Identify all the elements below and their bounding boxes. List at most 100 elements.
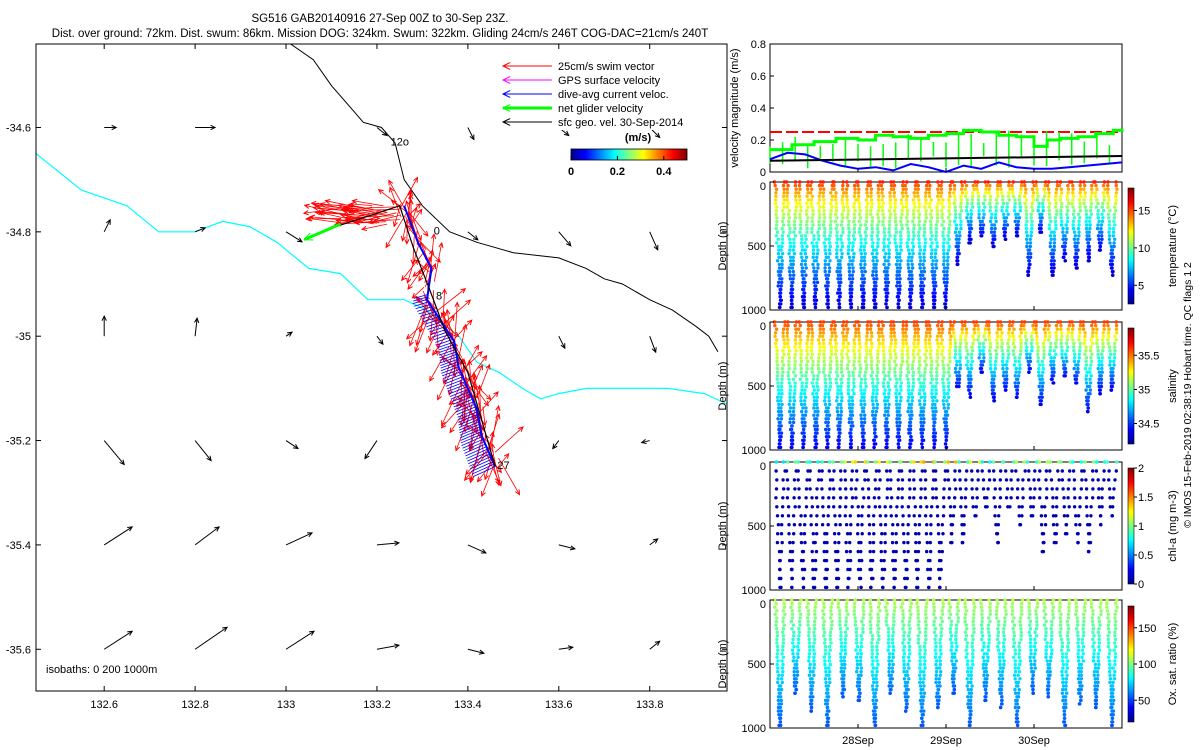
swim-vector-head bbox=[442, 378, 448, 385]
profile-point bbox=[890, 532, 895, 536]
profile-point bbox=[805, 244, 809, 249]
profile-point bbox=[805, 363, 809, 367]
profile-point bbox=[900, 505, 904, 509]
profile-point bbox=[792, 402, 796, 407]
profile-point bbox=[814, 496, 819, 500]
profile-point bbox=[1070, 320, 1074, 324]
profile-point bbox=[1028, 255, 1033, 259]
profile-point bbox=[790, 601, 794, 606]
profile-point bbox=[1059, 341, 1063, 346]
profile-point bbox=[1039, 230, 1044, 234]
profile-point bbox=[838, 273, 843, 277]
profile-point bbox=[1076, 212, 1081, 216]
profile-point bbox=[876, 216, 880, 220]
profile-point bbox=[1040, 377, 1045, 381]
profile-point bbox=[897, 305, 901, 310]
profile-point bbox=[929, 366, 934, 371]
profile-point bbox=[779, 248, 783, 252]
profile-point bbox=[822, 612, 826, 616]
profile-point bbox=[791, 277, 795, 281]
profile-point bbox=[877, 187, 881, 191]
surface-arrow-head bbox=[127, 526, 134, 532]
profile-point bbox=[920, 445, 925, 450]
profile-point bbox=[781, 230, 785, 234]
profile-point bbox=[862, 395, 866, 399]
profile-point bbox=[806, 180, 810, 184]
profile-point bbox=[1110, 377, 1115, 381]
profile-point bbox=[774, 205, 779, 209]
profile-point bbox=[906, 388, 911, 392]
profile-point bbox=[975, 487, 979, 491]
profile-point bbox=[877, 320, 881, 324]
profile-point bbox=[1000, 345, 1004, 349]
profile-point bbox=[810, 338, 814, 342]
profile-point bbox=[887, 255, 891, 259]
profile-point bbox=[786, 320, 790, 324]
profile-point bbox=[968, 370, 972, 374]
profile-point bbox=[1096, 345, 1100, 349]
profile-point bbox=[1052, 356, 1057, 360]
profile-point bbox=[875, 234, 879, 238]
profile-point bbox=[913, 338, 917, 342]
profile-point bbox=[782, 205, 786, 209]
profile-point bbox=[879, 183, 884, 188]
profile-point bbox=[1054, 496, 1059, 500]
profile-point bbox=[874, 302, 878, 306]
profile-point bbox=[997, 514, 1001, 518]
profile-point bbox=[803, 395, 808, 399]
profile-point bbox=[887, 223, 892, 227]
dive-avg-current-vector bbox=[459, 426, 481, 436]
swim-vector bbox=[496, 453, 509, 470]
profile-point bbox=[822, 627, 826, 631]
profile-point bbox=[1076, 237, 1080, 241]
profile-point bbox=[929, 370, 933, 374]
profile-point bbox=[777, 305, 782, 310]
profile-point bbox=[1065, 205, 1069, 209]
swim-vector-head bbox=[335, 218, 342, 224]
profile-point bbox=[929, 198, 933, 202]
profile-point bbox=[908, 469, 912, 473]
profile-point bbox=[921, 427, 925, 432]
swim-vector-head bbox=[437, 394, 442, 401]
profile-point bbox=[779, 395, 783, 399]
profile-point bbox=[807, 659, 811, 663]
profile-point bbox=[793, 684, 798, 688]
profile-point bbox=[929, 374, 934, 378]
profile-point bbox=[1091, 331, 1095, 335]
profile-point bbox=[852, 252, 856, 256]
profile-point bbox=[1049, 478, 1054, 482]
profile-point bbox=[848, 514, 852, 518]
profile-point bbox=[1107, 237, 1112, 241]
profile-point bbox=[953, 338, 957, 342]
profile-point bbox=[865, 331, 869, 335]
profile-point bbox=[877, 469, 881, 473]
profile-point bbox=[897, 409, 901, 414]
profile-point bbox=[909, 417, 913, 421]
profile-point bbox=[901, 327, 905, 331]
profile-point bbox=[932, 287, 936, 292]
profile-point bbox=[1037, 370, 1041, 374]
profile-point bbox=[828, 370, 832, 374]
profile-point bbox=[1090, 191, 1094, 195]
profile-point bbox=[942, 487, 946, 491]
profile-point bbox=[892, 349, 897, 353]
profile-point bbox=[912, 234, 916, 238]
profile-point bbox=[800, 259, 805, 263]
profile-point bbox=[953, 212, 958, 216]
profile-point bbox=[854, 496, 858, 500]
profile-point bbox=[947, 209, 951, 213]
profile-point bbox=[953, 366, 958, 371]
profile-point bbox=[908, 431, 912, 435]
profile-point bbox=[968, 392, 972, 396]
profile-point bbox=[897, 424, 902, 428]
profile-point bbox=[1089, 356, 1093, 360]
profile-point bbox=[992, 395, 996, 399]
legend-label: 25cm/s swim vector bbox=[558, 61, 655, 73]
profile-point bbox=[1047, 212, 1052, 216]
profile-point bbox=[1054, 514, 1058, 518]
profile-point bbox=[1102, 320, 1107, 324]
profile-ytick-label: 500 bbox=[748, 381, 766, 393]
profile-point bbox=[1106, 205, 1110, 209]
profile-point bbox=[799, 252, 803, 256]
profile-point bbox=[953, 496, 957, 500]
